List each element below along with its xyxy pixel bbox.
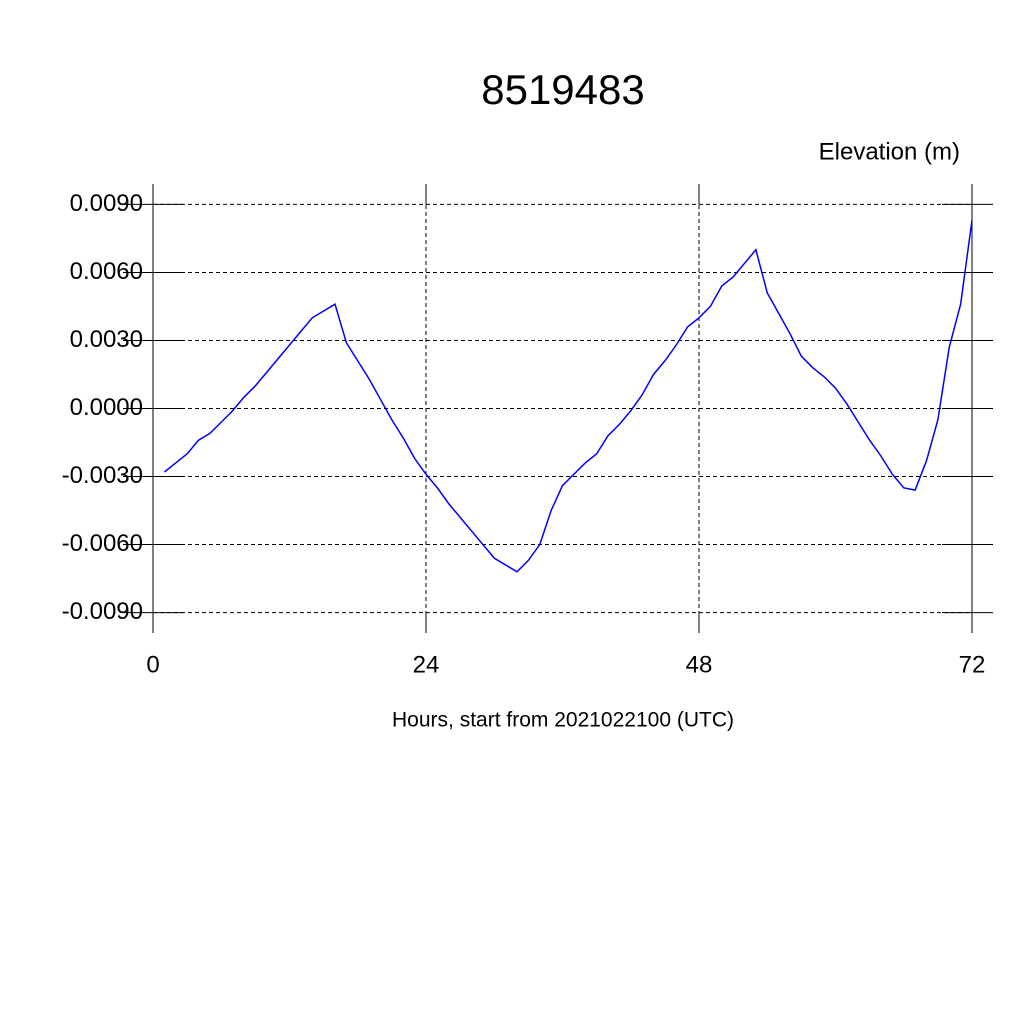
y-tick-label: 0.0090	[70, 190, 143, 217]
y-tick-label: -0.0060	[62, 530, 143, 557]
x-tick-label: 24	[413, 651, 440, 678]
x-tick-label: 48	[686, 651, 713, 678]
y-tick-label: -0.0030	[62, 462, 143, 489]
x-tick-label: 0	[146, 651, 159, 678]
y-tick-label: 0.0060	[70, 258, 143, 285]
y-tick-label: 0.0030	[70, 326, 143, 353]
x-axis-label: Hours, start from 2021022100 (UTC)	[392, 709, 734, 732]
x-tick-label: 72	[959, 651, 986, 678]
chart-title: 8519483	[481, 66, 645, 113]
y-tick-label: -0.0090	[62, 598, 143, 625]
subtitle: Elevation (m)	[819, 138, 960, 165]
data-line	[163, 220, 973, 573]
y-tick-label: 0.0000	[70, 394, 143, 421]
